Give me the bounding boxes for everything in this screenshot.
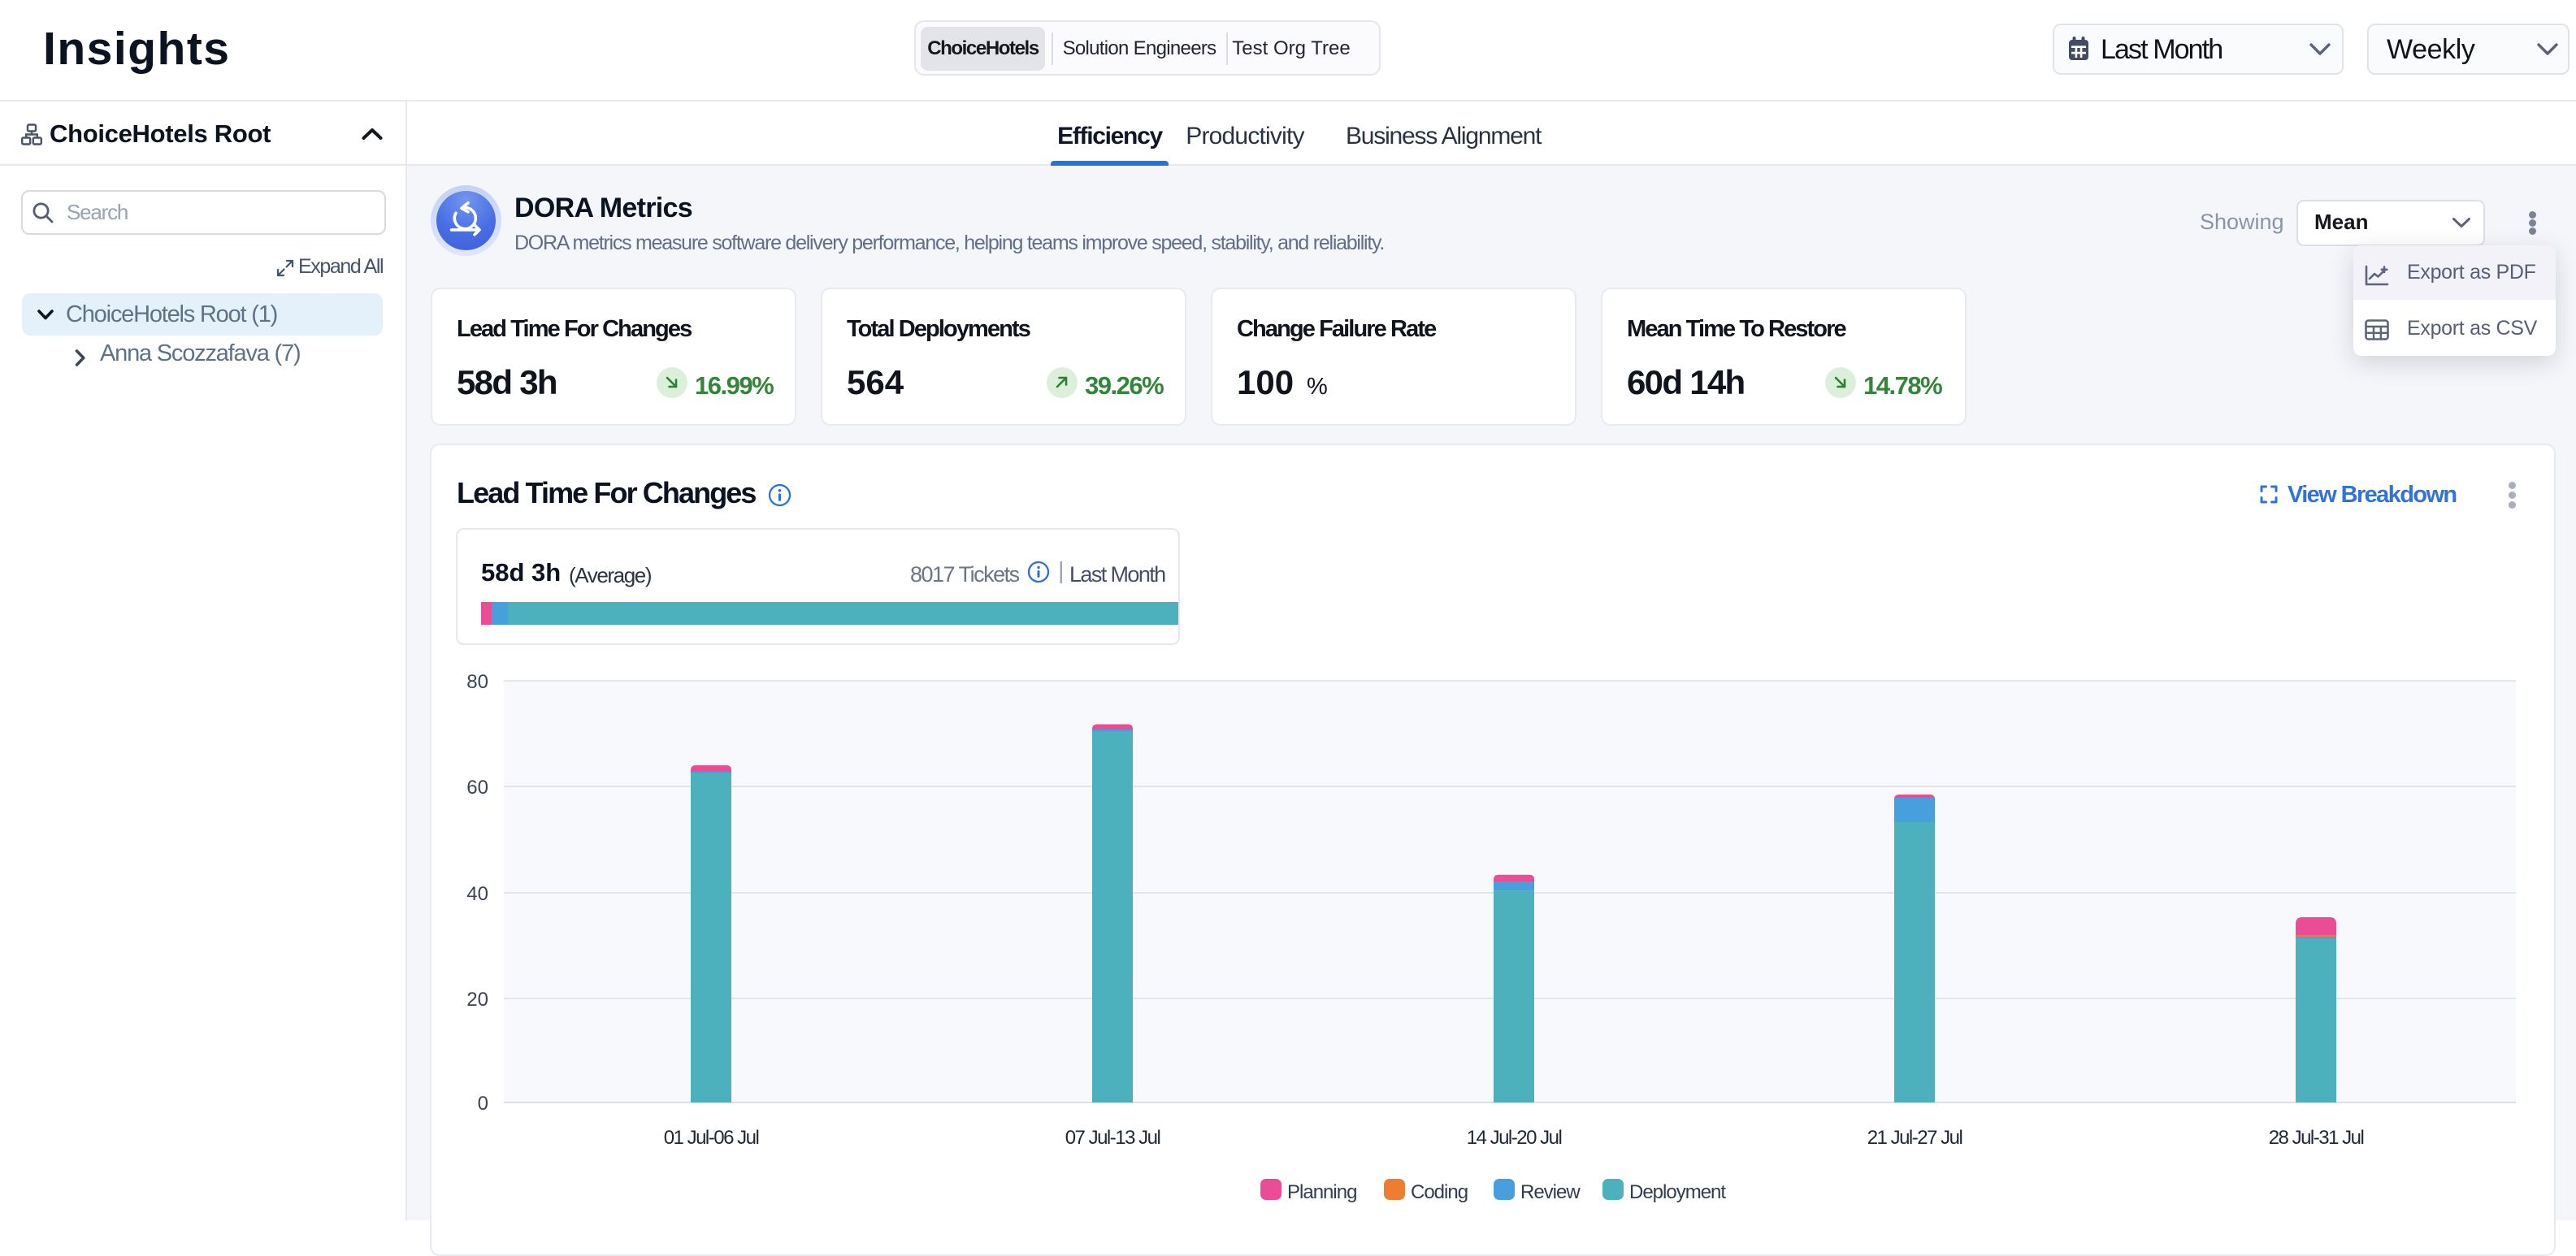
svg-text:21 Jul-27 Jul: 21 Jul-27 Jul: [1867, 1127, 1962, 1149]
svg-text:40: 40: [466, 883, 488, 905]
svg-text:0: 0: [478, 1093, 488, 1115]
svg-text:20: 20: [466, 989, 488, 1011]
svg-text:Coding: Coding: [1411, 1181, 1468, 1203]
svg-text:Planning: Planning: [1287, 1181, 1356, 1203]
svg-text:28 Jul-31 Jul: 28 Jul-31 Jul: [2269, 1127, 2364, 1149]
svg-text:80: 80: [466, 671, 488, 693]
svg-text:Deployment: Deployment: [1629, 1181, 1726, 1203]
svg-text:Review: Review: [1520, 1181, 1581, 1203]
svg-text:07 Jul-13 Jul: 07 Jul-13 Jul: [1065, 1127, 1160, 1149]
svg-text:60: 60: [466, 777, 488, 799]
svg-text:01 Jul-06 Jul: 01 Jul-06 Jul: [664, 1127, 759, 1149]
svg-text:14 Jul-20 Jul: 14 Jul-20 Jul: [1467, 1127, 1562, 1149]
